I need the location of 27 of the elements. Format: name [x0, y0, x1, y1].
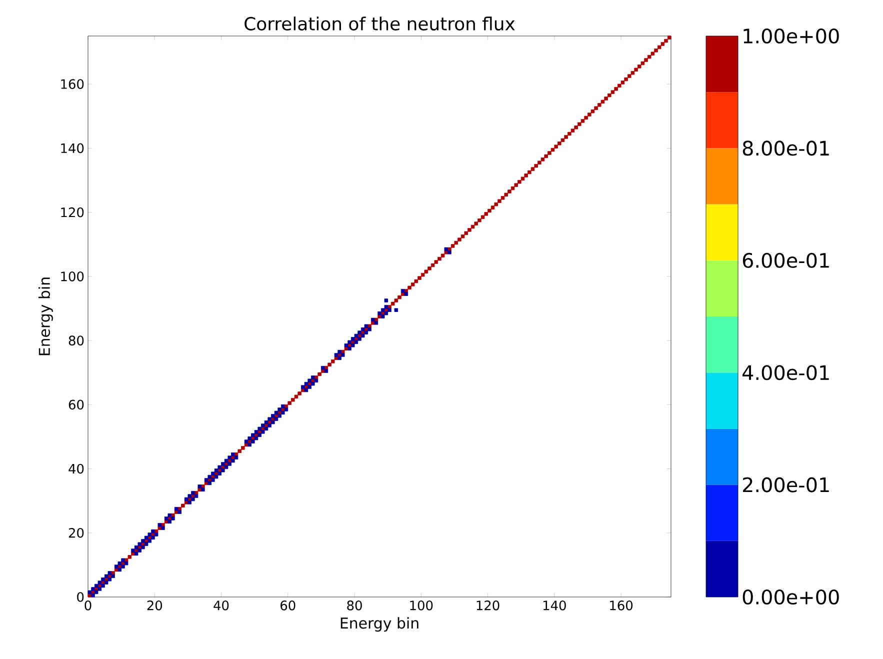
y-tick-label: 60 [68, 400, 84, 410]
y-tick-label: 0 [77, 592, 84, 602]
x-axis-title: Energy bin [340, 617, 418, 632]
x-tick-label: 80 [347, 600, 362, 610]
x-tick-label: 160 [610, 600, 633, 610]
y-tick-label: 160 [61, 79, 84, 89]
color-bar-label: 0.00e+00 [742, 589, 839, 605]
x-tick-label: 20 [147, 600, 162, 610]
x-tick-label: 60 [280, 600, 296, 610]
y-tick-label: 140 [61, 143, 84, 154]
color-bar-label: 2.00e-01 [742, 477, 829, 492]
chart-title: Correlation of the neutron flux [244, 16, 515, 30]
color-bar-label: 6.00e-01 [742, 252, 829, 268]
y-tick-label: 80 [68, 336, 84, 346]
x-tick-label: 140 [543, 600, 566, 610]
y-tick-label: 100 [61, 272, 84, 282]
y-tick-label: 120 [61, 207, 84, 218]
y-axis-title: Energy bin [38, 278, 53, 356]
x-tick-label: 40 [214, 600, 229, 610]
color-bar-label: 4.00e-01 [742, 365, 829, 380]
x-tick-label: 120 [476, 600, 500, 610]
color-bar-label: 1.00e+00 [744, 28, 839, 44]
x-tick-label: 100 [410, 600, 433, 610]
color-bar-label: 8.00e-01 [742, 140, 829, 156]
x-tick-label: 0 [84, 600, 92, 610]
y-tick-label: 20 [68, 528, 84, 538]
y-tick-label: 40 [68, 464, 84, 474]
